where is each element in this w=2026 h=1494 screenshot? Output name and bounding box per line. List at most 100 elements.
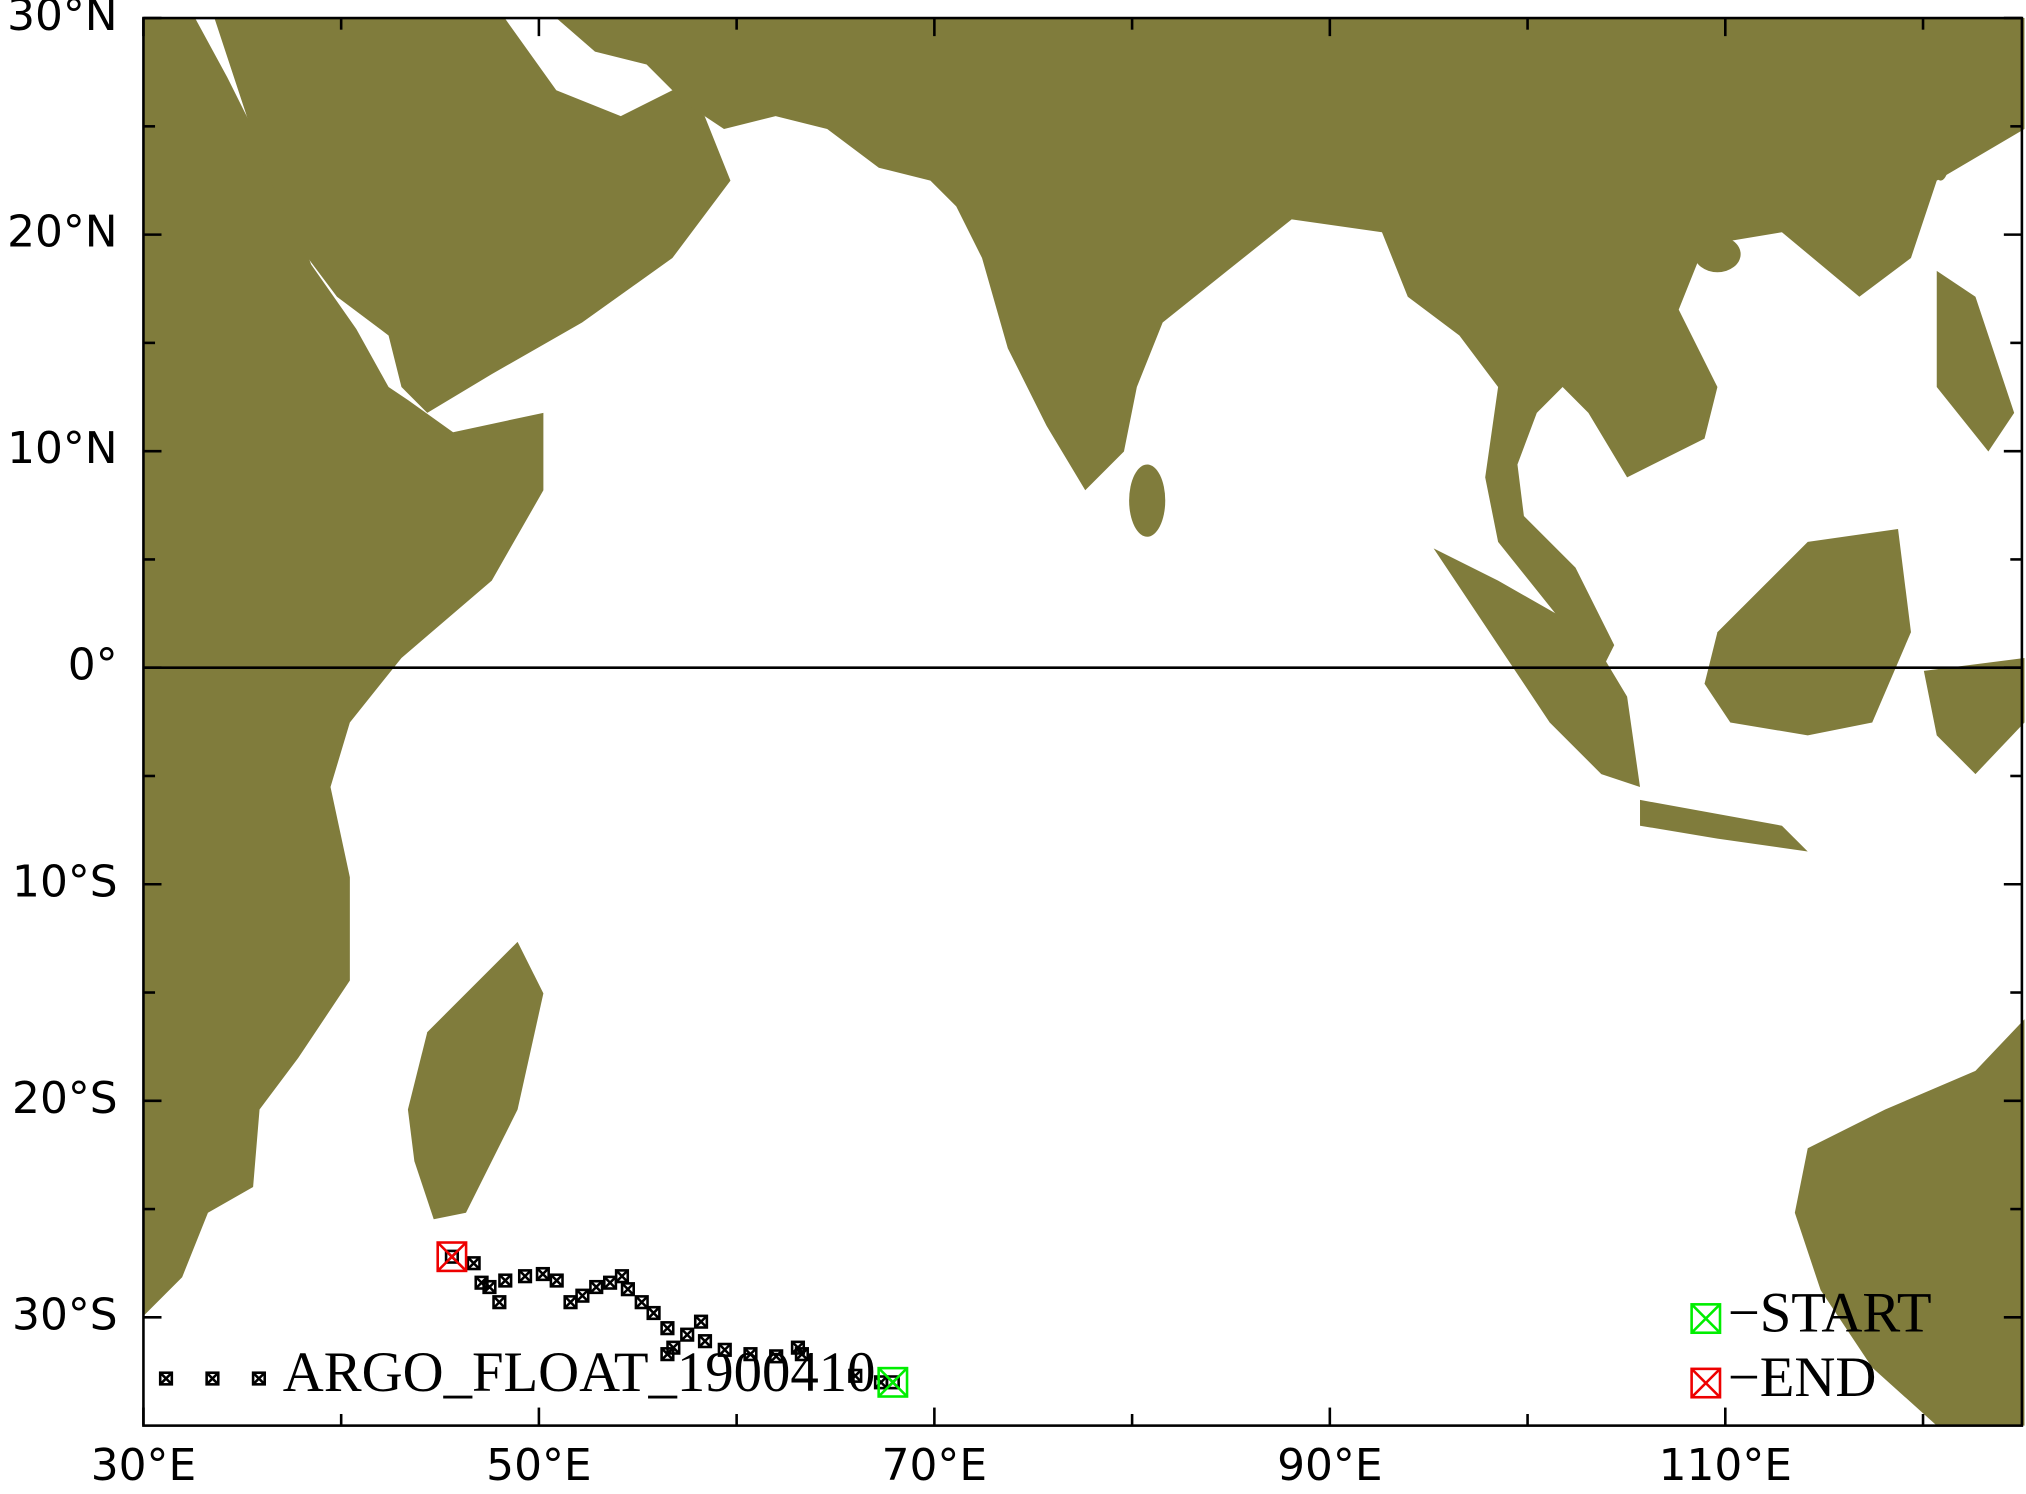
track-point-box — [743, 1347, 758, 1362]
track-point-box — [602, 1275, 618, 1290]
y-tick-label: 30°N — [7, 0, 118, 41]
x-tick-label: 30°E — [91, 1440, 196, 1491]
track-point — [602, 1275, 618, 1290]
track-point — [575, 1288, 590, 1303]
y-tick-label: 10°N — [7, 423, 118, 474]
track-point-box — [517, 1269, 533, 1284]
end-label: −END — [1728, 1346, 1877, 1409]
track-point — [790, 1340, 806, 1355]
track-point — [492, 1295, 507, 1310]
track-point-box — [474, 1275, 489, 1290]
track-point-cross — [646, 1306, 661, 1320]
track-point-cross — [698, 1334, 712, 1348]
track-point-box — [660, 1321, 675, 1336]
track-point — [498, 1273, 513, 1288]
track-point-box — [634, 1295, 649, 1310]
track-point-box — [549, 1273, 564, 1288]
track-point-cross — [589, 1280, 603, 1294]
track-point-cross — [621, 1282, 635, 1296]
track-point-cross — [466, 1256, 481, 1270]
track-point-box — [563, 1295, 578, 1310]
track-point-box — [873, 1375, 889, 1390]
track-point-box — [492, 1295, 507, 1310]
track-point — [680, 1327, 695, 1342]
track-point-box — [790, 1340, 806, 1355]
track-point-cross — [482, 1280, 497, 1294]
track-point-cross — [660, 1347, 675, 1361]
track-point-cross — [769, 1349, 783, 1364]
taiwan — [1930, 116, 1951, 181]
track-point — [769, 1349, 784, 1364]
track-point-box — [620, 1282, 635, 1297]
track-point — [634, 1295, 649, 1310]
track-point-box — [589, 1279, 604, 1295]
start-label: −START — [1728, 1282, 1932, 1345]
y-tick-label: 20°S — [12, 1073, 118, 1124]
track-point-cross — [718, 1343, 732, 1357]
track-point — [482, 1279, 497, 1295]
track-point-box — [680, 1327, 695, 1342]
marks — [436, 1241, 909, 1398]
sri-lanka — [1129, 464, 1166, 537]
track-point — [517, 1269, 533, 1284]
x-tick-label: 50°E — [486, 1440, 591, 1491]
madagascar — [407, 941, 544, 1220]
track-point-box — [660, 1347, 675, 1362]
start-point-cross — [877, 1367, 908, 1398]
y-tick-label: 20°N — [7, 207, 118, 258]
frame — [142, 16, 2024, 1427]
track-point — [717, 1342, 732, 1357]
track-point-box — [466, 1256, 481, 1271]
track-point — [660, 1347, 675, 1362]
end-key-swatch — [1690, 1367, 1722, 1399]
borneo — [1704, 528, 1911, 736]
y-tick-label: 30°S — [12, 1289, 118, 1340]
end-point-cross — [436, 1241, 468, 1272]
track-point-cross — [694, 1314, 708, 1329]
y-tick-label: 0° — [68, 640, 118, 691]
track-point-cross — [660, 1321, 675, 1335]
track-point-cross — [575, 1288, 590, 1303]
track-point-box — [535, 1266, 550, 1282]
track-point-cross — [635, 1295, 649, 1309]
asia — [556, 18, 2025, 671]
track-point — [563, 1295, 578, 1310]
track-point-cross — [518, 1269, 532, 1283]
track-point-cross — [874, 1375, 888, 1390]
x-tick-label: 70°E — [882, 1440, 987, 1491]
track-point-box — [769, 1349, 784, 1364]
end-point-box — [436, 1241, 468, 1273]
track-point-box — [717, 1342, 732, 1357]
track-point — [474, 1275, 489, 1290]
start-key-swatch — [1690, 1303, 1722, 1335]
track-point-cross — [615, 1269, 629, 1283]
track-point-cross — [549, 1273, 564, 1288]
track-point-box — [482, 1279, 497, 1295]
java — [1640, 799, 1808, 852]
axes: 30°E 50°E 70°E 90°E 110°E 30°N 20°N 10°N 0° 10°S 2… — [7, 0, 2022, 1491]
x-tick-label: 90°E — [1277, 1440, 1382, 1491]
y-tick-label: 10°S — [12, 856, 118, 907]
track-point-cross — [743, 1347, 758, 1361]
track-point-cross — [563, 1295, 578, 1309]
track-point — [646, 1305, 661, 1321]
track-point-box — [444, 1249, 459, 1264]
track-point — [693, 1314, 709, 1329]
track-point — [620, 1282, 635, 1297]
track-point — [743, 1347, 758, 1362]
end-point — [436, 1241, 468, 1273]
track-point-box — [848, 1368, 863, 1383]
land — [143, 18, 2025, 1426]
track-point-cross — [536, 1267, 550, 1281]
track-point — [873, 1375, 889, 1390]
track-point-box — [498, 1273, 513, 1288]
sulawesi — [1923, 657, 2025, 775]
track-point — [589, 1279, 604, 1295]
legend-swatch — [158, 1371, 266, 1386]
philippines — [1936, 270, 2015, 452]
track-point-cross — [680, 1327, 694, 1342]
track-point-cross — [474, 1275, 489, 1290]
track-point — [549, 1273, 564, 1288]
track-point — [614, 1269, 630, 1284]
